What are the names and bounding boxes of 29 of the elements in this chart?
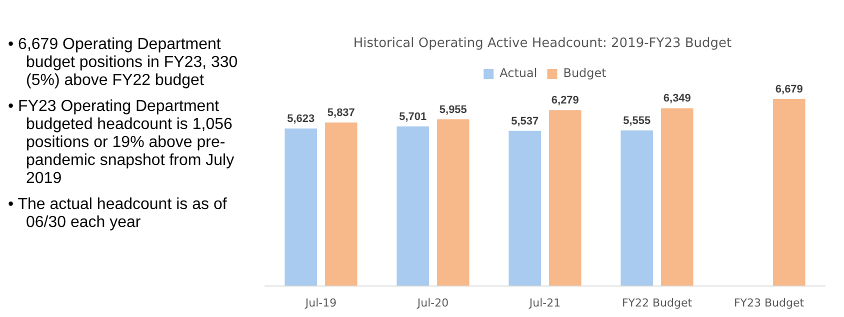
bar — [396, 126, 429, 286]
data-label: 6,679 — [775, 84, 803, 96]
bar — [325, 122, 358, 286]
data-label: 5,623 — [287, 113, 315, 126]
x-tick-label: FY23 Budget — [734, 296, 805, 310]
x-tick-label: FY22 Budget — [622, 296, 693, 310]
bar — [773, 98, 806, 286]
data-label: 6,349 — [663, 92, 691, 105]
chart-title: Historical Operating Active Headcount: 2019-FY23 Budget — [352, 36, 733, 51]
legend-label: Budget — [563, 66, 607, 80]
data-label: 5,537 — [511, 115, 539, 128]
x-tick-label: Jul-19 — [304, 296, 337, 310]
data-label: 5,555 — [623, 114, 651, 127]
bar — [437, 119, 470, 286]
text: • FY23 Operating Department budgeted headcount is 1,056 positions or 19% above pre-pandemic snapshot from July 2019 — [8, 98, 236, 188]
x-tick-label: Jul-21 — [528, 296, 561, 310]
legend-label: Actual — [500, 66, 538, 80]
bar — [508, 130, 541, 286]
bar — [284, 128, 317, 286]
bar — [620, 130, 653, 286]
data-label: 6,279 — [551, 94, 579, 107]
data-label: 5,701 — [399, 110, 427, 123]
data-label: 5,955 — [439, 104, 467, 116]
x-tick-label: Jul-20 — [416, 296, 449, 310]
bar — [661, 108, 694, 286]
text: • The actual headcount is as of 06/30 each year — [8, 196, 228, 232]
data-label: 5,837 — [327, 107, 355, 120]
text: • 6,679 Operating Department budget positions in FY23, 330 (5%) above FY22 budget — [8, 36, 238, 90]
bar — [549, 110, 582, 286]
